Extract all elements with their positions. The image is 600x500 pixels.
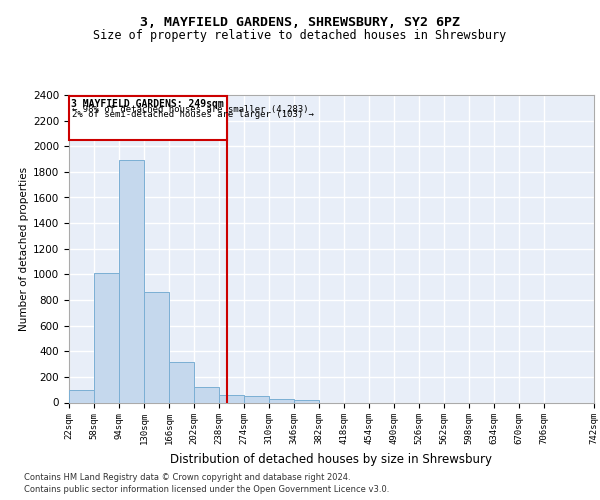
Bar [144, 292, 169, 403]
X-axis label: Distribution of detached houses by size in Shrewsbury: Distribution of detached houses by size … [170, 453, 493, 466]
Bar [69, 390, 94, 402]
Text: 3 MAYFIELD GARDENS: 249sqm: 3 MAYFIELD GARDENS: 249sqm [71, 99, 224, 109]
Bar [269, 398, 294, 402]
Bar [169, 362, 194, 403]
Y-axis label: Number of detached properties: Number of detached properties [19, 166, 29, 331]
Bar [244, 396, 269, 402]
Text: 2% of semi-detached houses are larger (103) →: 2% of semi-detached houses are larger (1… [73, 110, 314, 119]
Bar [294, 400, 319, 402]
Text: Contains public sector information licensed under the Open Government Licence v3: Contains public sector information licen… [24, 485, 389, 494]
Text: 3, MAYFIELD GARDENS, SHREWSBURY, SY2 6PZ: 3, MAYFIELD GARDENS, SHREWSBURY, SY2 6PZ [140, 16, 460, 29]
Bar [94, 273, 119, 402]
Bar [69, 96, 227, 140]
Text: Size of property relative to detached houses in Shrewsbury: Size of property relative to detached ho… [94, 29, 506, 42]
Text: ← 98% of detached houses are smaller (4,283): ← 98% of detached houses are smaller (4,… [73, 105, 309, 114]
Text: Contains HM Land Registry data © Crown copyright and database right 2024.: Contains HM Land Registry data © Crown c… [24, 472, 350, 482]
Bar [219, 395, 244, 402]
Bar [194, 387, 219, 402]
Bar [119, 160, 144, 402]
